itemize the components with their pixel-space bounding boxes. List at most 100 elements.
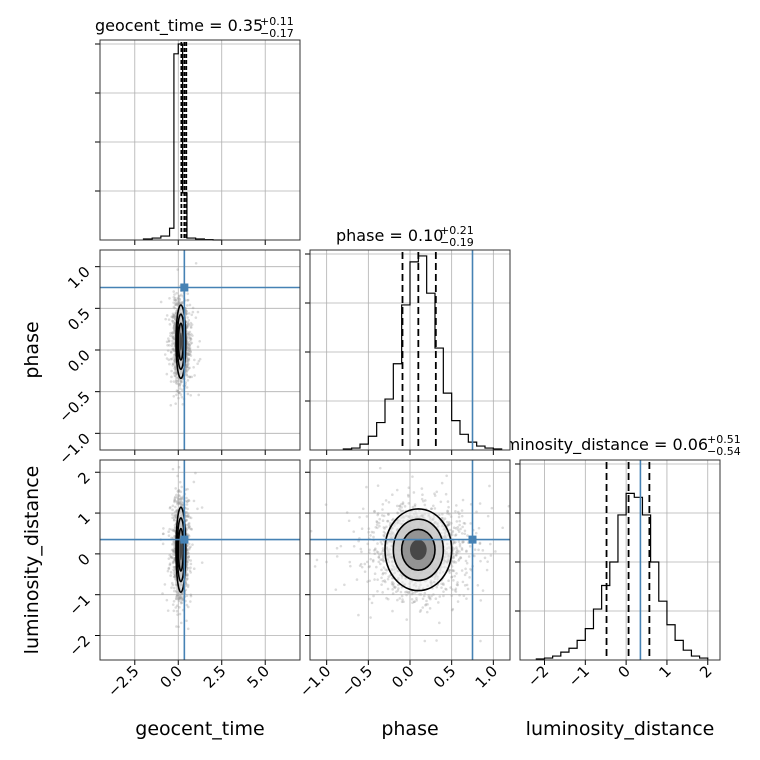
scatter-point (175, 590, 179, 594)
scatter-point (187, 353, 191, 357)
scatter-point (166, 349, 170, 352)
scatter-point (185, 563, 189, 567)
scatter-point (427, 594, 431, 597)
truth-marker (180, 535, 189, 544)
panel-border (99, 249, 301, 451)
scatter-point (406, 493, 410, 497)
scatter-point (373, 552, 377, 555)
density-fill (179, 332, 183, 351)
scatter-point (185, 363, 188, 367)
scatter-point (382, 560, 385, 563)
scatter-point (174, 378, 178, 382)
scatter-point (186, 352, 190, 355)
scatter-point (428, 607, 432, 610)
scatter-point (172, 295, 176, 299)
scatter-point (367, 527, 371, 530)
scatter-point (399, 590, 403, 594)
scatter-point (186, 555, 190, 559)
scatter-point (172, 529, 175, 533)
scatter-point (465, 597, 468, 600)
scatter-point (187, 347, 191, 350)
scatter-point (490, 506, 494, 510)
scatter-point (375, 523, 379, 527)
scatter-point (172, 572, 176, 575)
y-tick-label: 0 (74, 550, 93, 569)
scatter-point (453, 541, 456, 545)
scatter-point (173, 523, 177, 527)
scatter-point (185, 560, 189, 564)
scatter-point (186, 348, 189, 352)
scatter-point (459, 527, 462, 531)
scatter-point (189, 354, 193, 357)
scatter-point (444, 492, 448, 496)
scatter-point (176, 389, 180, 393)
scatter-point (441, 512, 444, 516)
scatter-point (360, 565, 364, 569)
scatter-point (179, 380, 183, 383)
scatter-point (170, 331, 174, 335)
scatter-point (422, 499, 425, 503)
scatter-point (313, 565, 317, 568)
scatter-point (187, 342, 190, 346)
scatter-point (177, 596, 181, 599)
scatter-point (449, 515, 453, 518)
scatter-point (172, 565, 176, 569)
grid-lines (310, 250, 510, 450)
scatter-point (478, 542, 482, 546)
scatter-point (172, 362, 175, 366)
scatter-point (473, 548, 477, 551)
histogram-step (342, 255, 503, 450)
xlabel-phase: phase (381, 718, 438, 740)
scatter-point (185, 359, 189, 363)
scatter-point (465, 583, 469, 587)
scatter-point (174, 374, 177, 377)
scatter-point (421, 606, 425, 609)
scatter-point (464, 559, 468, 563)
scatter-point (170, 315, 173, 319)
scatter-point (398, 504, 401, 508)
scatter-point (447, 523, 451, 527)
scatter-point (432, 504, 435, 508)
scatter-point (390, 518, 394, 522)
scatter-point (189, 336, 192, 340)
scatter-point (174, 583, 178, 587)
scatter-point (171, 331, 175, 334)
scatter-point (188, 366, 191, 370)
scatter-point (485, 568, 489, 572)
scatter-point (171, 332, 174, 335)
scatter-point (170, 344, 174, 348)
scatter-point (174, 365, 177, 368)
scatter-point (187, 542, 191, 546)
scatter-point (450, 576, 453, 579)
scatter-point (457, 540, 461, 543)
scatter-point (187, 555, 191, 559)
scatter-point (186, 365, 189, 369)
grid-lines (100, 460, 300, 660)
scatter-point (166, 569, 170, 573)
scatter-point (185, 511, 188, 514)
scatter-point (455, 554, 458, 557)
scatter-point (185, 365, 188, 369)
scatter-point (168, 362, 171, 366)
panel-border (99, 39, 301, 241)
scatter-point (174, 299, 177, 302)
scatter-point (481, 589, 485, 592)
scatter-point (186, 298, 190, 302)
scatter-point (188, 352, 192, 356)
scatter-point (175, 609, 179, 613)
scatter-point (440, 586, 443, 589)
scatter-point (168, 506, 172, 510)
y-tick-label: 0.0 (64, 346, 94, 376)
scatter-point (191, 334, 194, 337)
contour-line (177, 322, 185, 361)
scatter-point (187, 514, 190, 517)
title-geocent-time-minus: −0.17 (260, 27, 294, 40)
scatter-point (168, 296, 171, 300)
scatter-point (179, 502, 182, 506)
scatter-point (173, 499, 176, 503)
scatter-point (173, 510, 177, 514)
ylabel-luminosity-distance: luminosity_distance (21, 466, 43, 655)
scatter-point (173, 324, 176, 328)
scatter-point (445, 520, 449, 524)
scatter-point (188, 344, 192, 348)
